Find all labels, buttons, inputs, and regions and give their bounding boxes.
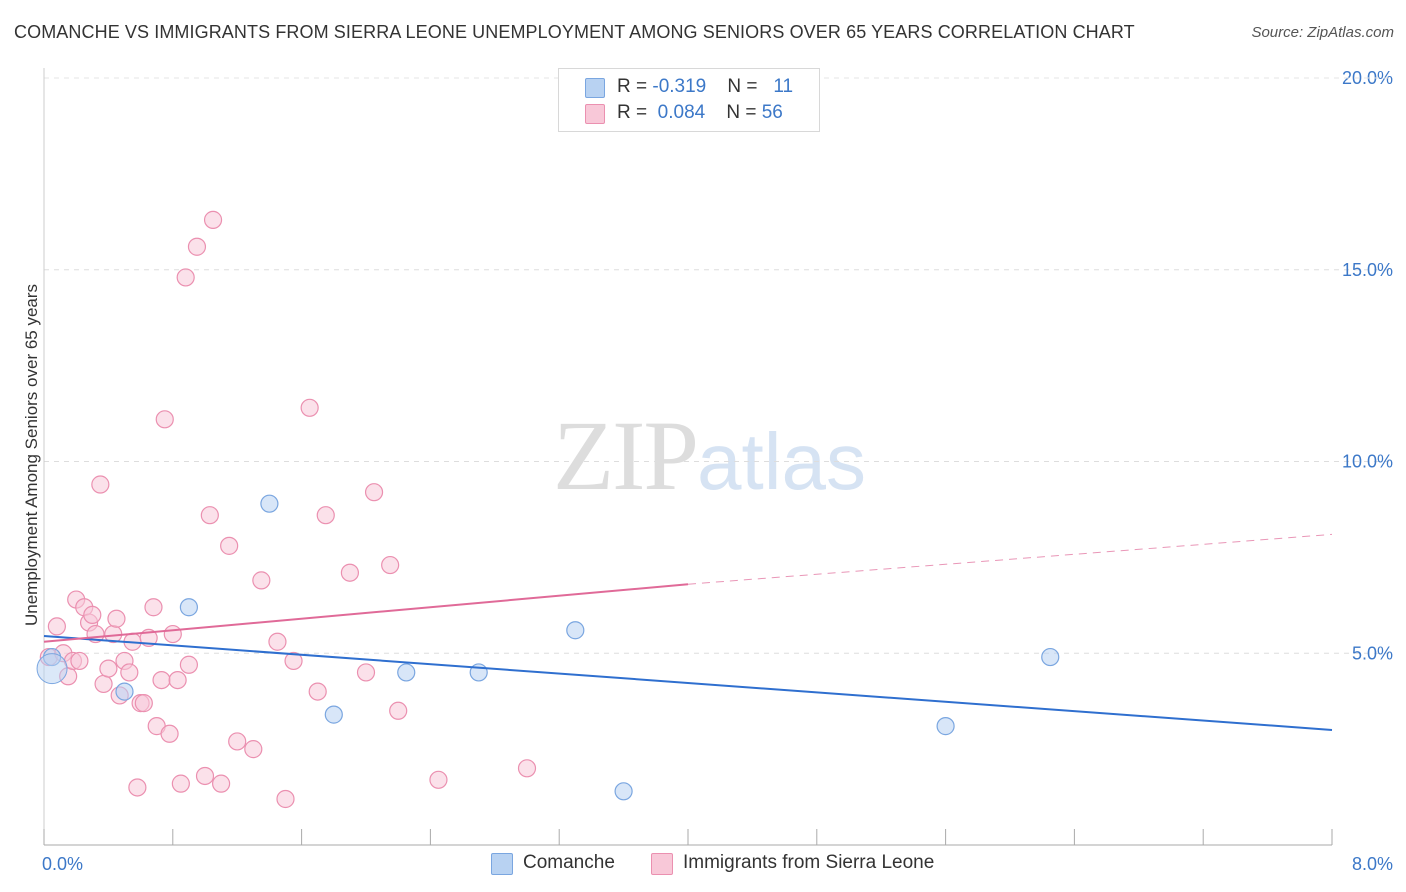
x-tick-label: 8.0%	[1352, 854, 1393, 874]
sierra-leone-point	[187, 237, 207, 256]
comanche-point	[936, 717, 955, 736]
sierra-leone-point	[212, 774, 231, 793]
sierra-leone-point	[268, 632, 287, 651]
sierra-leone-point	[83, 605, 102, 625]
sierra-leone-point	[160, 724, 179, 743]
sierra-leone-point	[195, 766, 215, 786]
comanche-point	[260, 494, 279, 513]
sierra-leone-point	[340, 563, 359, 582]
legend-r-label: R =	[617, 76, 653, 97]
sierra-leone-point	[179, 655, 198, 674]
sierra-leone-point	[200, 506, 219, 525]
sierra-leone-point	[284, 651, 303, 671]
legend-r-value: -0.319	[652, 76, 707, 97]
legend-n-label: N =	[727, 76, 763, 97]
sierra-leone-point	[107, 609, 126, 628]
sierra-leone-point	[168, 670, 187, 690]
legend-n-value: 56	[761, 102, 783, 123]
sierra-leone-trend-line	[43, 583, 689, 643]
comanche-point	[179, 598, 198, 617]
sierra-leone-point	[389, 701, 408, 720]
sierra-leone-point	[70, 651, 89, 671]
comanche-trend-line	[43, 634, 1333, 731]
sierra-leone-point	[276, 789, 295, 809]
sierra-leone-point	[155, 410, 174, 429]
bottom-legend-swatch-comanche	[491, 853, 513, 875]
sierra-leone-point	[316, 506, 335, 525]
comanche-point	[1041, 647, 1060, 667]
sierra-leone-trend-extension	[687, 533, 1333, 585]
sierra-leone-point	[228, 732, 247, 751]
comanche-point	[115, 682, 134, 701]
legend-r-value: 0.084	[657, 102, 706, 123]
sierra-leone-point	[94, 674, 113, 694]
sierra-leone-point	[381, 555, 400, 575]
legend-swatch-comanche	[585, 78, 605, 98]
sierra-leone-point	[203, 210, 223, 229]
bottom-legend-label-comanche: Comanche	[523, 852, 615, 873]
sierra-leone-point	[91, 475, 110, 494]
sierra-leone-point	[176, 268, 195, 287]
sierra-leone-point	[356, 663, 376, 682]
comanche-point	[614, 782, 633, 801]
sierra-leone-point	[152, 670, 171, 690]
legend-text-sierra-leone: R = 0.084 N = 56	[617, 102, 783, 124]
sierra-leone-point	[300, 398, 319, 417]
legend-n-label: N =	[726, 102, 762, 123]
sierra-leone-point	[128, 778, 147, 797]
sierra-leone-point	[429, 770, 448, 789]
watermark-zip: ZIP	[553, 400, 699, 511]
sierra-leone-point	[244, 740, 263, 759]
y-tick-label: 15.0%	[1342, 260, 1393, 280]
source-credit: Source: ZipAtlas.com	[1251, 24, 1394, 41]
sierra-leone-point	[120, 663, 139, 682]
bottom-legend-swatch-sierra-leone	[651, 853, 673, 875]
sierra-leone-point	[252, 571, 271, 590]
y-tick-label: 5.0%	[1352, 643, 1393, 663]
legend-r-label: R =	[617, 102, 653, 123]
sierra-leone-point	[308, 682, 327, 701]
sierra-leone-point	[99, 659, 118, 678]
sierra-leone-point	[517, 759, 537, 778]
legend-n-value: 11	[773, 76, 794, 97]
sierra-leone-point	[364, 483, 384, 502]
sierra-leone-point	[144, 598, 163, 617]
y-tick-label: 10.0%	[1342, 452, 1393, 472]
comanche-point	[397, 663, 416, 682]
x-tick-label: 0.0%	[42, 854, 83, 874]
y-axis-title: Unemployment Among Seniors over 65 years	[22, 284, 41, 626]
legend-text-comanche: R = -0.319 N = 11	[617, 76, 793, 98]
comanche-cluster-point	[36, 653, 68, 685]
chart-title: COMANCHE VS IMMIGRANTS FROM SIERRA LEONE…	[14, 22, 1135, 42]
comanche-point	[324, 705, 343, 724]
comanche-point	[566, 621, 585, 640]
sierra-leone-point	[134, 694, 153, 713]
stats-legend: R = -0.319 N = 11 R = 0.084 N = 56	[558, 68, 820, 132]
legend-swatch-sierra-leone	[585, 104, 605, 124]
sierra-leone-point	[47, 617, 66, 636]
sierra-leone-point	[163, 624, 182, 644]
sierra-leone-point	[171, 774, 190, 793]
sierra-leone-point	[220, 536, 239, 555]
bottom-legend-label-sierra-leone: Immigrants from Sierra Leone	[683, 852, 935, 873]
